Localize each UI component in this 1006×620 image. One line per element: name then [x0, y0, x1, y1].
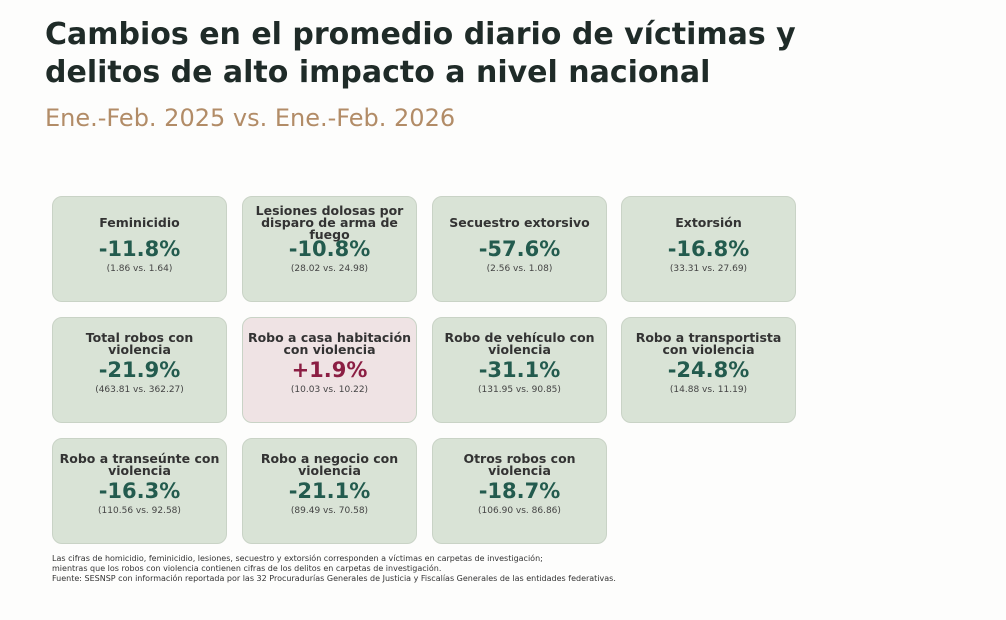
card-change: -10.8% — [288, 237, 371, 261]
stat-card: Total robos con violencia -21.9% (463.81 v… — [52, 317, 227, 423]
card-label: Lesiones dolosas por disparo de arma de … — [255, 203, 404, 242]
card-label: Feminicidio — [99, 215, 180, 230]
footnotes: Las cifras de homicidio, feminicidio, le… — [52, 554, 616, 584]
stat-card: Extorsión -16.8% (33.31 vs. 27.69) — [621, 196, 796, 302]
card-change: -21.1% — [288, 479, 371, 503]
card-label: Otros robos con violencia — [463, 451, 576, 478]
card-detail: (33.31 vs. 27.69) — [669, 264, 748, 274]
title: Cambios en el promedio diario de víctima… — [45, 17, 796, 90]
card-change: -11.8% — [98, 237, 181, 261]
card-change: -21.9% — [98, 358, 181, 382]
card-label: Robo a casa habitación con violencia — [247, 330, 412, 357]
card-change: +1.9% — [291, 358, 368, 382]
card-label: Robo a transportista con violencia — [635, 330, 782, 357]
stat-card: Secuestro extorsivo -57.6% (2.56 vs. 1.08) — [432, 196, 607, 302]
card-detail: (2.56 vs. 1.08) — [486, 264, 553, 274]
card-change: -16.3% — [98, 479, 181, 503]
card-detail: (106.90 vs. 86.86) — [478, 506, 561, 516]
card-detail: (131.95 vs. 90.85) — [478, 385, 561, 395]
subtitle: Ene.-Feb. 2025 vs. Ene.-Feb. 2026 — [45, 104, 456, 132]
stat-card: Robo a casa habitación con violencia +1.9… — [242, 317, 417, 423]
card-change: -18.7% — [478, 479, 561, 503]
footnote-line: Fuente: SESNSP con información reportada… — [52, 574, 616, 583]
card-label: Secuestro extorsivo — [449, 215, 590, 230]
card-detail: (10.03 vs. 10.22) — [290, 385, 369, 395]
card-detail: (14.88 vs. 11.19) — [669, 385, 748, 395]
card-change: -16.8% — [667, 237, 750, 261]
stat-card: Robo a transportista con violencia -24.8%… — [621, 317, 796, 423]
card-label: Robo a negocio con violencia — [260, 451, 399, 478]
stat-card: Lesiones dolosas por disparo de arma de … — [242, 196, 417, 302]
stat-card: Robo a negocio con violencia -21.1% (89.49… — [242, 438, 417, 544]
card-label: Total robos con violencia — [85, 330, 194, 357]
card-detail: (1.86 vs. 1.64) — [106, 264, 173, 274]
footnote-line: mientras que los robos con violencia con… — [52, 564, 442, 573]
card-change: -31.1% — [478, 358, 561, 382]
stat-card: Feminicidio -11.8% (1.86 vs. 1.64) — [52, 196, 227, 302]
footnote-line: Las cifras de homicidio, feminicidio, le… — [52, 554, 543, 563]
card-detail: (89.49 vs. 70.58) — [290, 506, 369, 516]
card-label: Robo de vehículo con violencia — [444, 330, 595, 357]
card-detail: (28.02 vs. 24.98) — [290, 264, 369, 274]
stat-card: Robo de vehículo con violencia -31.1% (131… — [432, 317, 607, 423]
card-change: -57.6% — [478, 237, 561, 261]
card-label: Robo a transeúnte con violencia — [59, 451, 220, 478]
stat-card: Otros robos con violencia -18.7% (106.90 v… — [432, 438, 607, 544]
stat-card: Robo a transeúnte con violencia -16.3% (11… — [52, 438, 227, 544]
card-detail: (463.81 vs. 362.27) — [95, 385, 184, 395]
card-label: Extorsión — [675, 215, 742, 230]
card-change: -24.8% — [667, 358, 750, 382]
card-detail: (110.56 vs. 92.58) — [98, 506, 181, 516]
